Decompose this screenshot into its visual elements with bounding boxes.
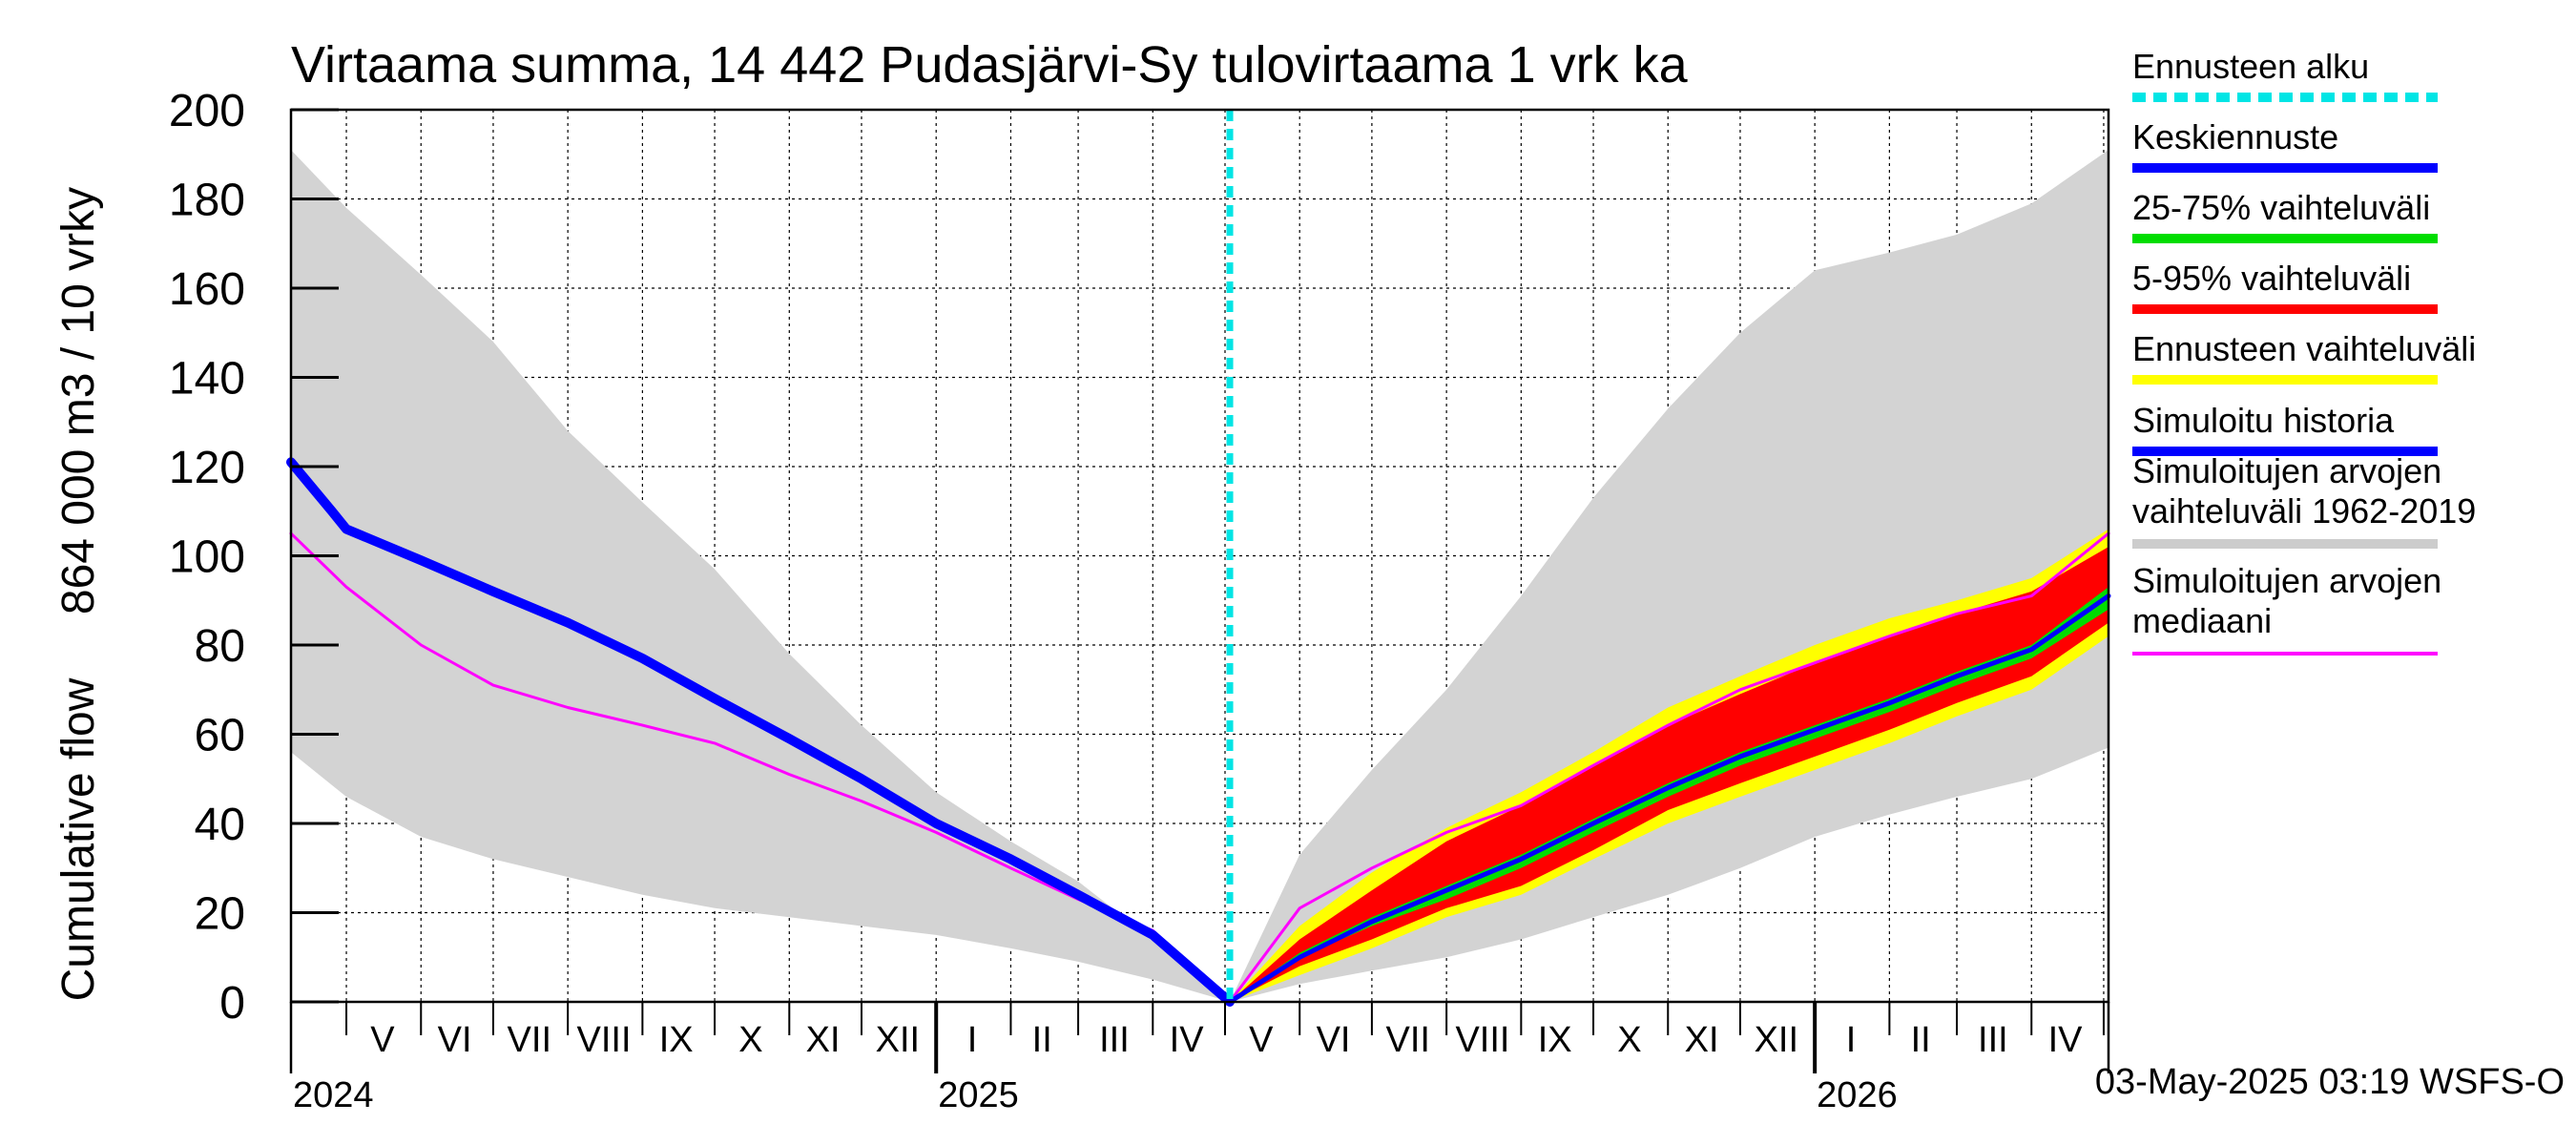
y-tick-label: 0 (219, 978, 245, 1029)
legend-item: 25-75% vaihteluväli (2132, 188, 2438, 243)
month-label: VI (1317, 1020, 1351, 1060)
legend-label-line2: vaihteluväli 1962-2019 (2132, 491, 2476, 531)
legend-label: 25-75% vaihteluväli (2132, 188, 2430, 227)
y-tick-label: 160 (169, 264, 245, 315)
legend-label: Keskiennuste (2132, 117, 2338, 156)
legend-label-line1: Simuloitujen arvojen (2132, 561, 2441, 600)
month-label: VIII (576, 1020, 631, 1060)
month-label: XI (1685, 1020, 1719, 1060)
month-label: XII (876, 1020, 920, 1060)
month-label: V (1249, 1020, 1274, 1060)
month-label: VI (438, 1020, 472, 1060)
month-label: VIII (1455, 1020, 1509, 1060)
month-label: XII (1755, 1020, 1798, 1060)
y-axis-label-line2: 864 000 m3 / 10 vrky (53, 187, 104, 614)
month-label: X (738, 1020, 762, 1060)
month-label: I (967, 1020, 978, 1060)
plot-area (286, 110, 2111, 1007)
y-tick-label: 200 (169, 86, 245, 136)
y-tick-label: 120 (169, 443, 245, 493)
legend: Ennusteen alku Keskiennuste 25-75% vaihtel… (2132, 47, 2476, 656)
series-line-5 (286, 457, 1235, 1007)
month-label: VII (508, 1020, 551, 1060)
legend-label: 5-95% vaihteluväli (2132, 259, 2411, 298)
month-label: XI (806, 1020, 841, 1060)
series-line-6 (1227, 593, 2111, 1005)
month-label: IX (1538, 1020, 1572, 1060)
legend-label: Ennusteen vaihteluväli (2132, 329, 2476, 368)
chart-title: Virtaama summa, 14 442 Pudasjärvi-Sy tul… (291, 36, 1689, 94)
legend-label-line2: mediaani (2132, 601, 2272, 640)
year-label: 2026 (1817, 1075, 1898, 1115)
legend-item: Keskiennuste (2132, 117, 2438, 173)
month-label: X (1617, 1020, 1641, 1060)
month-label: IV (1170, 1020, 1205, 1060)
y-tick-label: 100 (169, 532, 245, 583)
month-label: III (1099, 1020, 1130, 1060)
y-tick-label: 180 (169, 176, 245, 226)
y-tick-label: 40 (195, 800, 245, 850)
month-label: IV (2048, 1020, 2084, 1060)
month-label: II (1911, 1020, 1931, 1060)
legend-label: Ennusteen alku (2132, 47, 2369, 86)
y-tick-label: 140 (169, 354, 245, 405)
legend-item: Ennusteen alku (2132, 47, 2438, 102)
legend-label: Simuloitu historia (2132, 401, 2395, 440)
year-label: 2025 (938, 1075, 1019, 1115)
footer-timestamp: 03-May-2025 03:19 WSFS-O (2095, 1062, 2565, 1102)
y-tick-label: 60 (195, 711, 245, 761)
y-tick-label: 20 (195, 889, 245, 940)
y-axis-label-line1: Cumulative flow (53, 677, 104, 1001)
month-label: V (370, 1020, 395, 1060)
month-label: I (1846, 1020, 1857, 1060)
legend-item: Ennusteen vaihteluväli (2132, 329, 2476, 385)
month-label: IX (659, 1020, 694, 1060)
month-label: II (1032, 1020, 1052, 1060)
year-label: 2024 (293, 1075, 374, 1115)
y-tick-label: 80 (195, 621, 245, 672)
month-label: VII (1386, 1020, 1430, 1060)
legend-item: 5-95% vaihteluväli (2132, 259, 2438, 314)
month-label: III (1978, 1020, 2008, 1060)
series-band-3 (1230, 587, 2109, 1002)
legend-label-line1: Simuloitujen arvojen (2132, 451, 2441, 490)
legend-item: Simuloitu historia (2132, 401, 2438, 456)
